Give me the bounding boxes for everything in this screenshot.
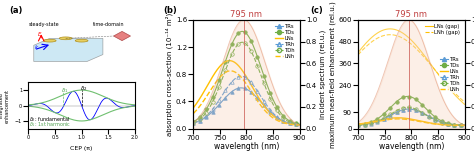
Ellipse shape	[59, 37, 72, 40]
Title: 795 nm: 795 nm	[230, 10, 263, 19]
Polygon shape	[34, 38, 103, 62]
Text: $\delta_2$: fundamental: $\delta_2$: fundamental	[29, 115, 70, 124]
Text: E: E	[38, 32, 42, 37]
Ellipse shape	[43, 39, 56, 42]
Text: (c): (c)	[310, 6, 323, 15]
Text: $\delta_1$: 1st harmonic: $\delta_1$: 1st harmonic	[29, 120, 71, 129]
Y-axis label: incident spectrum (rel.u.): incident spectrum (rel.u.)	[320, 30, 327, 119]
Y-axis label: absorption cross-section (10⁻¹⁴ m²): absorption cross-section (10⁻¹⁴ m²)	[165, 13, 173, 136]
Title: 795 nm: 795 nm	[395, 10, 428, 19]
Ellipse shape	[75, 39, 88, 42]
Text: $\delta_1$: $\delta_1$	[62, 86, 69, 95]
Legend: TRs, TDs, LNs, TRh, TDh, LNh: TRs, TDs, LNs, TRh, TDh, LNh	[273, 22, 297, 61]
Text: $\delta_2$: $\delta_2$	[80, 84, 88, 93]
Text: steady-state: steady-state	[29, 22, 60, 27]
Text: time-domain: time-domain	[92, 22, 124, 27]
Text: k: k	[35, 45, 38, 50]
Polygon shape	[114, 31, 130, 41]
Y-axis label: integrated
enhancement: integrated enhancement	[0, 89, 9, 123]
Y-axis label: maximum near-field enhancement (rel.u.): maximum near-field enhancement (rel.u.)	[329, 1, 336, 148]
X-axis label: CEP (π): CEP (π)	[71, 146, 93, 150]
X-axis label: wavelength (nm): wavelength (nm)	[379, 142, 444, 151]
Text: (b): (b)	[164, 6, 177, 15]
X-axis label: wavelength (nm): wavelength (nm)	[214, 142, 279, 151]
Legend: TRs, TDs, LNs, TRh, TDh, LNh: TRs, TDs, LNs, TRh, TDh, LNh	[438, 55, 462, 93]
Text: (a): (a)	[9, 6, 23, 15]
